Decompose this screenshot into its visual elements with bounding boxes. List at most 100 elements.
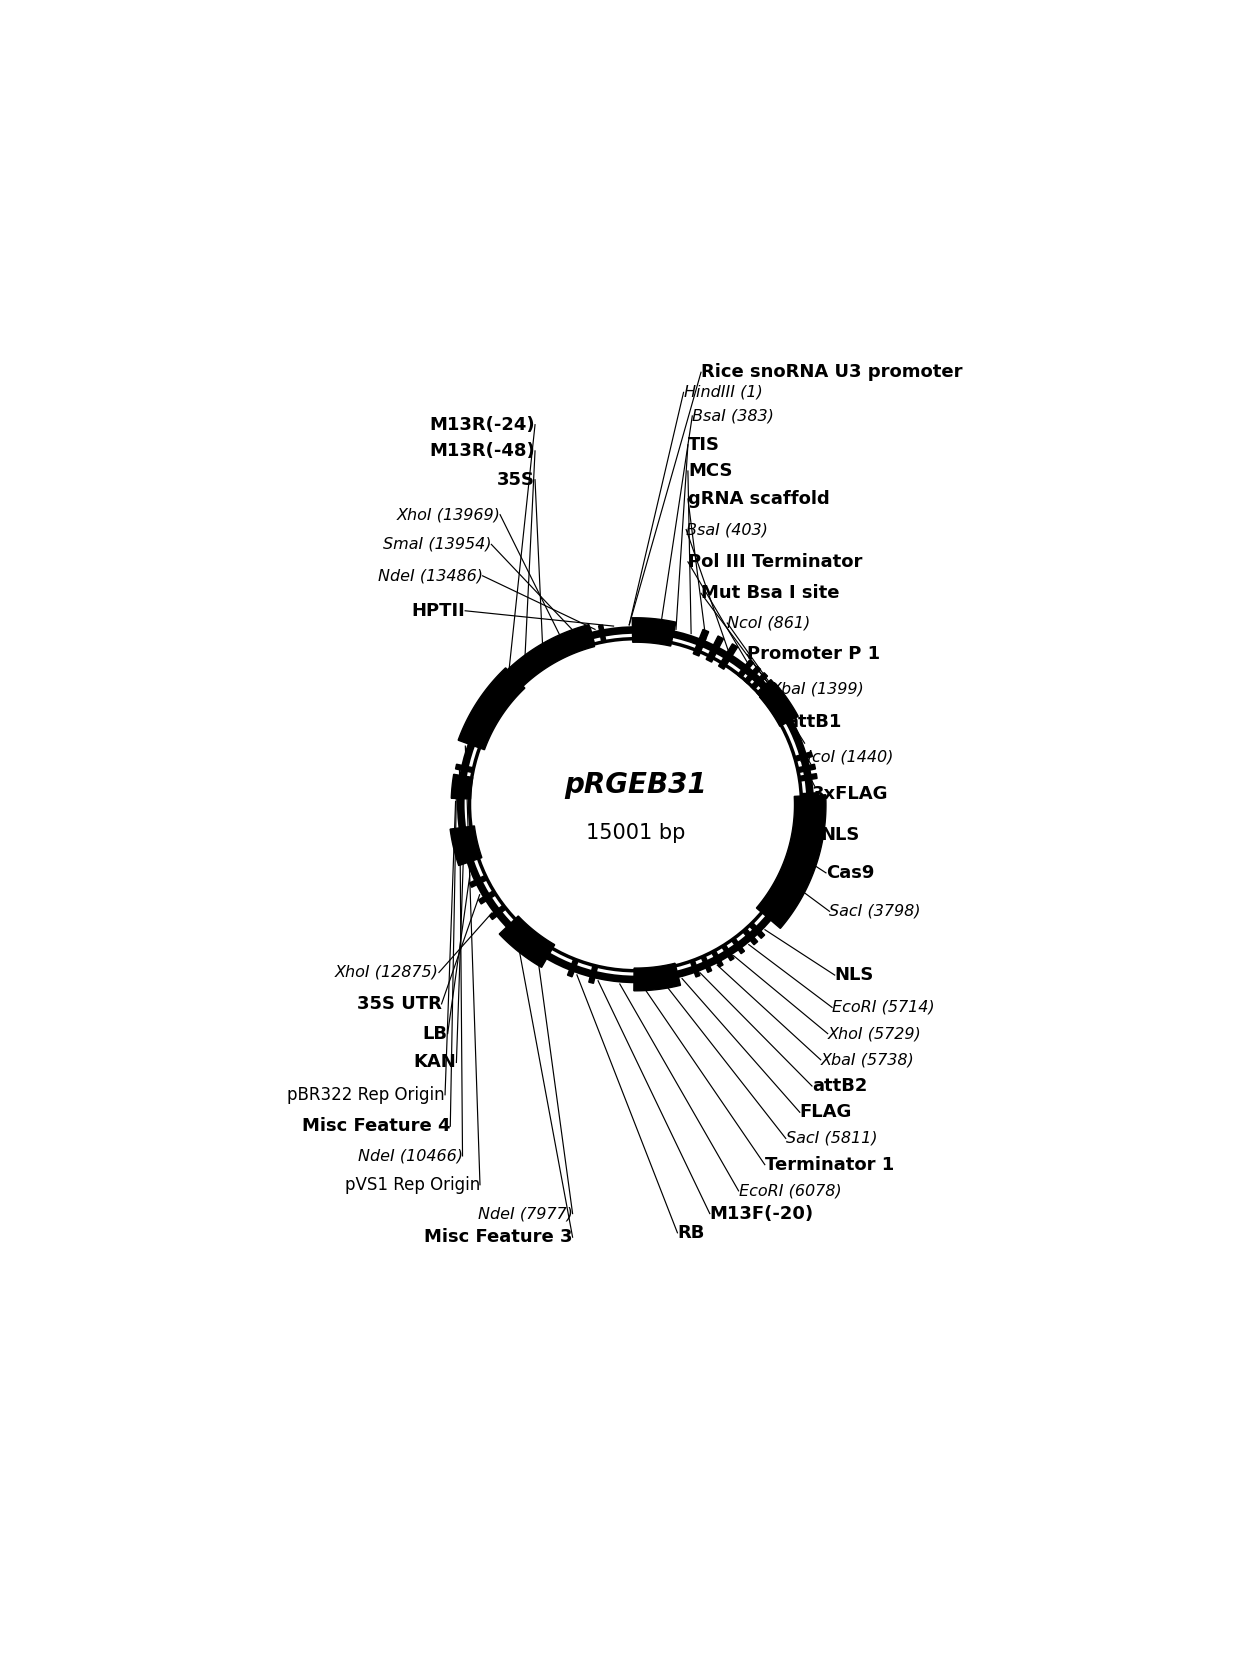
Text: Promoter P 1: Promoter P 1 (748, 645, 880, 664)
Polygon shape (718, 643, 738, 669)
Polygon shape (750, 672, 768, 690)
Text: attB1: attB1 (786, 712, 841, 731)
Text: Pol III Terminator: Pol III Terminator (688, 553, 862, 571)
Text: M13R(-24): M13R(-24) (429, 415, 534, 433)
Polygon shape (451, 774, 472, 800)
Polygon shape (589, 966, 598, 983)
Text: XhoI (5729): XhoI (5729) (828, 1026, 921, 1042)
Polygon shape (500, 916, 554, 968)
Polygon shape (531, 652, 544, 669)
Polygon shape (749, 922, 765, 939)
Text: pBR322 Rep Origin: pBR322 Rep Origin (288, 1085, 445, 1104)
Text: Mut Bsa I site: Mut Bsa I site (701, 585, 839, 603)
Text: Misc Feature 3: Misc Feature 3 (424, 1228, 573, 1247)
Polygon shape (500, 670, 522, 694)
Polygon shape (702, 956, 712, 973)
Text: pRGEB31: pRGEB31 (564, 771, 707, 800)
Polygon shape (634, 963, 681, 991)
Text: NcoI (861): NcoI (861) (727, 615, 811, 630)
Polygon shape (756, 680, 774, 696)
Text: NLS: NLS (821, 827, 861, 845)
Polygon shape (712, 951, 723, 968)
Text: Misc Feature 4: Misc Feature 4 (301, 1117, 450, 1136)
Polygon shape (651, 628, 696, 638)
Text: gRNA scaffold: gRNA scaffold (688, 491, 830, 507)
Text: RB: RB (677, 1223, 704, 1242)
Polygon shape (526, 650, 553, 669)
Text: TIS: TIS (688, 435, 720, 454)
Text: M13R(-48): M13R(-48) (429, 442, 534, 460)
Polygon shape (490, 906, 506, 919)
Polygon shape (799, 774, 817, 781)
Polygon shape (450, 827, 482, 865)
Polygon shape (738, 660, 754, 679)
Polygon shape (458, 669, 525, 749)
Text: LB: LB (423, 1025, 448, 1043)
Text: MCS: MCS (688, 462, 733, 480)
Polygon shape (479, 890, 496, 904)
Text: HindIII (1): HindIII (1) (683, 385, 763, 400)
Text: SacI (3798): SacI (3798) (830, 904, 921, 919)
Polygon shape (797, 764, 816, 773)
Polygon shape (459, 805, 465, 850)
Text: NdeI (10466): NdeI (10466) (357, 1149, 463, 1164)
Polygon shape (501, 675, 517, 692)
Polygon shape (572, 632, 580, 648)
Text: NLS: NLS (835, 966, 874, 984)
Polygon shape (691, 961, 699, 978)
Text: attB2: attB2 (812, 1077, 867, 1095)
Polygon shape (743, 929, 758, 944)
Polygon shape (491, 907, 526, 942)
Text: 3xFLAG: 3xFLAG (812, 785, 889, 803)
Text: XhoI (13969): XhoI (13969) (397, 507, 500, 522)
Polygon shape (732, 939, 744, 954)
Polygon shape (795, 753, 812, 761)
Text: Cas9: Cas9 (826, 864, 874, 882)
Polygon shape (599, 625, 605, 642)
Polygon shape (470, 875, 487, 887)
Polygon shape (453, 790, 470, 796)
Polygon shape (744, 667, 760, 684)
Text: M13F(-20): M13F(-20) (709, 1205, 813, 1223)
Polygon shape (749, 895, 787, 941)
Text: EcoRI (6078): EcoRI (6078) (739, 1183, 841, 1198)
Polygon shape (480, 625, 595, 716)
Polygon shape (780, 704, 799, 739)
Polygon shape (455, 764, 474, 773)
Text: 35S UTR: 35S UTR (357, 995, 441, 1013)
Text: NcoI (1440): NcoI (1440) (800, 749, 893, 764)
Text: BsaI (383): BsaI (383) (692, 408, 774, 423)
Polygon shape (632, 618, 676, 647)
Polygon shape (722, 946, 734, 961)
Text: NdeI (7977): NdeI (7977) (477, 1206, 573, 1221)
Polygon shape (496, 660, 534, 696)
Polygon shape (512, 659, 537, 680)
Text: pVS1 Rep Origin: pVS1 Rep Origin (345, 1176, 480, 1194)
Text: EcoRI (5714): EcoRI (5714) (832, 1000, 935, 1015)
Text: Terminator 1: Terminator 1 (765, 1156, 894, 1174)
Text: SacI (5811): SacI (5811) (786, 1131, 877, 1146)
Polygon shape (706, 637, 723, 662)
Polygon shape (454, 776, 471, 785)
Text: BsaI (403): BsaI (403) (686, 522, 768, 538)
Text: Rice snoRNA U3 promoter: Rice snoRNA U3 promoter (701, 363, 962, 381)
Text: NdeI (13486): NdeI (13486) (378, 568, 482, 583)
Polygon shape (759, 684, 799, 726)
Polygon shape (587, 628, 594, 643)
Polygon shape (570, 630, 613, 642)
Text: SmaI (13954): SmaI (13954) (383, 538, 491, 551)
Polygon shape (568, 959, 578, 976)
Text: FLAG: FLAG (800, 1104, 852, 1121)
Text: XbaI (1399): XbaI (1399) (771, 682, 864, 697)
Text: 35S: 35S (497, 470, 534, 489)
Polygon shape (801, 793, 818, 798)
Text: 15001 bp: 15001 bp (585, 823, 686, 843)
Polygon shape (515, 664, 529, 679)
Text: KAN: KAN (414, 1053, 456, 1072)
Polygon shape (756, 795, 826, 929)
Polygon shape (460, 758, 466, 795)
Text: XbaI (5738): XbaI (5738) (821, 1052, 914, 1067)
Polygon shape (693, 630, 709, 655)
Text: XhoI (12875): XhoI (12875) (335, 964, 439, 979)
Text: HPTII: HPTII (412, 601, 465, 620)
